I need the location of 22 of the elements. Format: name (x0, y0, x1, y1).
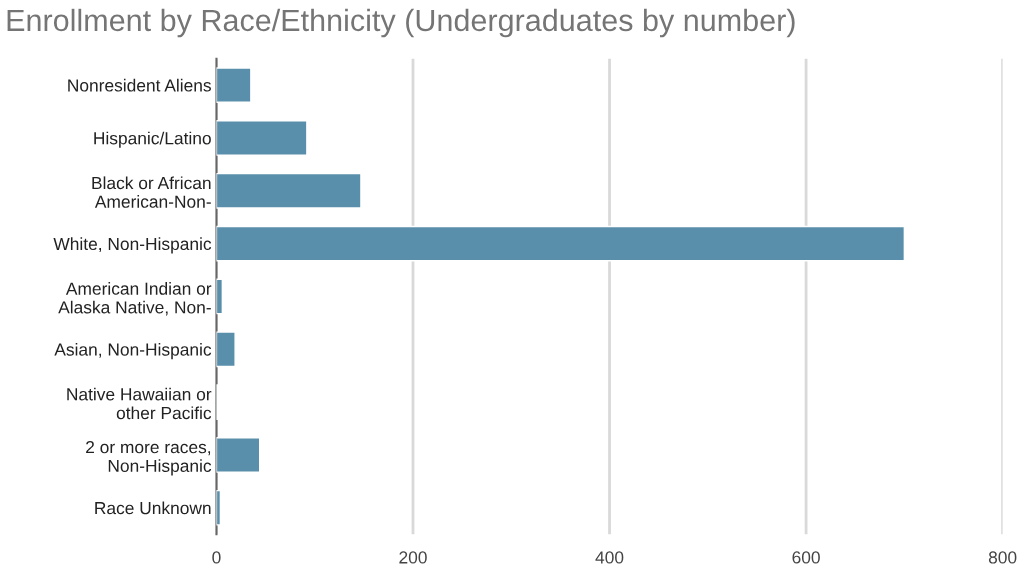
y-tick-label: Native Hawaiian or other Pacific (67, 387, 212, 420)
chart-title: Enrollment by Race/Ethnicity (Undergraduates by number) (7, 8, 795, 38)
y-tick-label: Black or African American-Non- (92, 176, 211, 208)
x-tick-label: 0 (212, 551, 221, 564)
bar (216, 278, 224, 315)
y-tick-label: Asian, Non-Hispanic (54, 342, 212, 360)
bar (216, 225, 906, 262)
x-tick-label: 600 (792, 551, 820, 564)
x-tick-label: 200 (399, 551, 427, 564)
x-tick-label: 400 (595, 551, 624, 564)
y-tick-label: Race Unknown (95, 501, 211, 515)
bar (216, 172, 362, 209)
y-tick-label: 2 or more races, Non-Hispanic (86, 441, 212, 476)
y-tick-label: American Indian or Alaska Native, Non- (58, 282, 212, 316)
y-tick-label: White, Non-Hispanic (53, 237, 212, 254)
bar (216, 331, 236, 368)
y-tick-label: Nonresident Aliens (68, 78, 211, 92)
bar (216, 67, 252, 103)
x-tick-label: 800 (988, 551, 1017, 564)
bar (216, 437, 261, 473)
bar (216, 120, 308, 156)
y-tick-label: Hispanic/Latino (94, 131, 211, 148)
